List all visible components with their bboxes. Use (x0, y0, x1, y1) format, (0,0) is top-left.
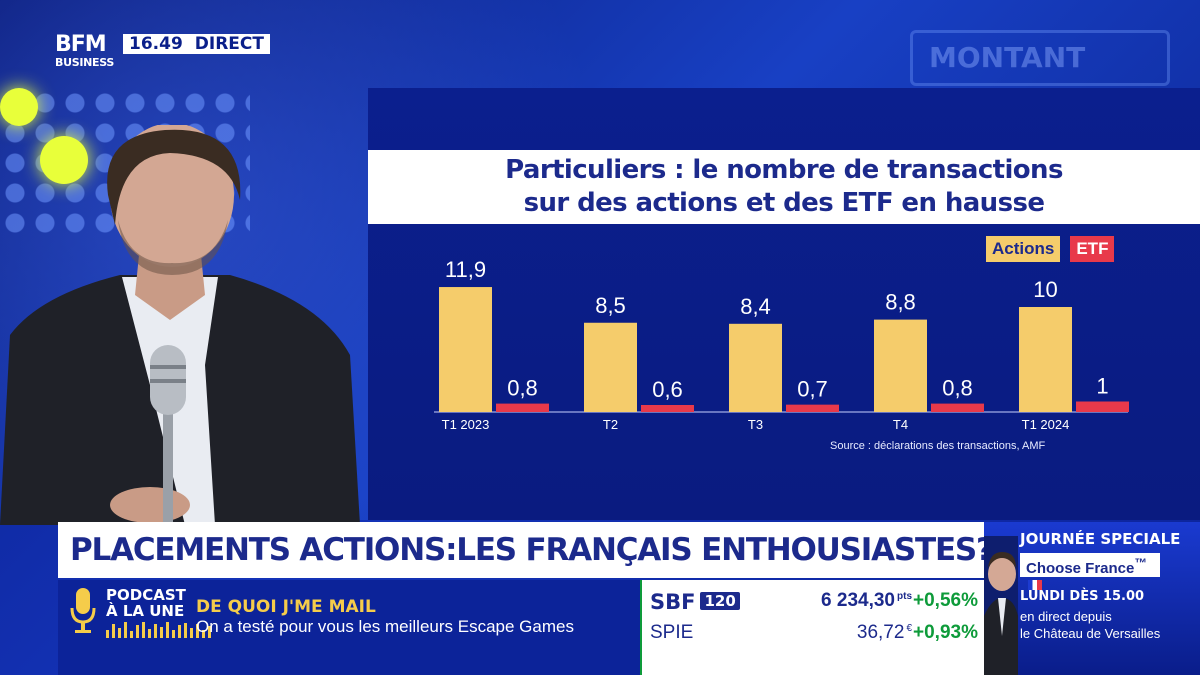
label-etf-3: 0,8 (942, 376, 973, 401)
broadcast-time: 16.49 (123, 34, 189, 54)
legend-etf: ETF (1070, 236, 1115, 262)
label-actions-3: 8,8 (885, 290, 916, 315)
category-label-4: T1 2024 (1022, 417, 1070, 432)
bar-actions-2 (729, 323, 782, 412)
podcast-ticker: PODCAST À LA UNE DE QUOI J'ME MAIL On a … (58, 580, 640, 675)
french-flag-icon (1028, 580, 1042, 590)
podcast-label-line2: À LA UNE (106, 602, 185, 620)
stock-value: 36,72 € (857, 622, 912, 644)
presenter-illustration (0, 123, 360, 525)
special-title: JOURNÉE SPECIALE (1020, 530, 1181, 548)
yellow-light-1 (0, 88, 38, 126)
index-badge: 120 (700, 592, 740, 610)
headline-banner: PLACEMENTS ACTIONS:LES FRANÇAIS ENTHOUSI… (58, 522, 984, 578)
ticker-divider (640, 580, 642, 675)
legend-actions: Actions (986, 236, 1061, 262)
chart-title-line2: sur des actions et des ETF en hausse (523, 188, 1045, 218)
bar-etf-0 (496, 403, 549, 412)
bar-etf-1 (641, 405, 694, 412)
logo-business: BUSINESS (55, 56, 115, 69)
category-label-3: T4 (893, 417, 908, 432)
stock-change: +0,93% (913, 622, 978, 643)
promo-portrait (984, 536, 1018, 675)
category-label-2: T3 (748, 417, 763, 432)
microphone-icon (70, 588, 96, 633)
background-sign: MONTANT (910, 30, 1170, 86)
bar-etf-4 (1076, 401, 1129, 412)
bar-actions-4 (1019, 307, 1072, 412)
audio-wave-icon (106, 622, 211, 638)
index-row: SBF 120 6 234,30 pts +0,56% (650, 590, 980, 615)
label-actions-4: 10 (1033, 277, 1057, 302)
presenter (0, 123, 370, 525)
special-date: LUNDI DÈS 15.00 (1020, 589, 1145, 604)
label-actions-2: 8,4 (740, 294, 771, 319)
chart-title: Particuliers : le nombre de transactions… (368, 150, 1200, 224)
bar-actions-3 (874, 319, 927, 412)
label-etf-0: 0,8 (507, 376, 538, 401)
index-name-wrap: SBF 120 (650, 590, 740, 614)
bar-actions-1 (584, 322, 637, 412)
index-unit: pts (897, 591, 912, 602)
special-tag-text: Choose France (1026, 560, 1135, 577)
stock-row: SPIE 36,72 € +0,93% (650, 622, 980, 644)
label-etf-1: 0,6 (652, 377, 683, 402)
category-label-0: T1 2023 (442, 417, 490, 432)
special-tag: Choose France™ (1020, 553, 1160, 590)
special-line2: le Château de Versailles (1020, 626, 1161, 641)
chart-source: Source : déclarations des transactions, … (830, 440, 1046, 452)
logo-bfm: BFM (55, 32, 107, 57)
chart-panel: 11,9 0,8 T1 2023 8,5 0,6 T2 8,4 0,7 T3 8,8 0,8 T4 10… (368, 88, 1200, 520)
index-value-number: 6 234,30 (821, 590, 895, 611)
special-line1: en direct depuis (1020, 609, 1112, 624)
stock-value-number: 36,72 (856, 622, 905, 643)
live-indicator: 16.49 DIRECT (123, 34, 270, 54)
channel-logo: BFM BUSINESS (55, 32, 115, 69)
index-value: 6 234,30 pts (821, 590, 912, 612)
special-tag-mark: ™ (1134, 556, 1147, 570)
market-ticker: SBF 120 6 234,30 pts +0,56% SPIE 36,72 € +0… (640, 580, 984, 675)
yellow-light-2 (40, 136, 88, 184)
podcast-label-line1: PODCAST (106, 586, 186, 604)
podcast-subtitle: On a testé pour vous les meilleurs Escap… (196, 617, 574, 636)
bar-etf-2 (786, 404, 839, 412)
special-promo: JOURNÉE SPECIALE Choose France™ LUNDI DÈ… (984, 522, 1200, 675)
stock-unit: € (906, 623, 912, 634)
index-change: +0,56% (913, 590, 978, 611)
label-etf-4: 1 (1096, 374, 1108, 399)
podcast-title: DE QUOI J'ME MAIL (196, 597, 376, 617)
label-actions-0: 11,9 (445, 257, 486, 282)
podcast-label: PODCAST À LA UNE (106, 587, 186, 619)
category-label-1: T2 (603, 417, 618, 432)
label-actions-1: 8,5 (595, 293, 626, 318)
index-name: SBF (650, 590, 696, 614)
chart-title-line1: Particuliers : le nombre de transactions (505, 155, 1063, 185)
bar-chart: 11,9 0,8 T1 2023 8,5 0,6 T2 8,4 0,7 T3 8,8 0,8 T4 10… (434, 257, 1129, 432)
chart-legend: Actions ETF (986, 236, 1115, 262)
bar-etf-3 (931, 403, 984, 412)
label-etf-2: 0,7 (797, 377, 828, 402)
live-label: DIRECT (194, 34, 264, 54)
stock-name: SPIE (650, 622, 694, 643)
bar-actions-0 (439, 287, 492, 412)
